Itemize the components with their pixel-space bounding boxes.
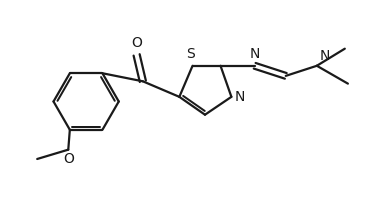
Text: N: N <box>319 49 330 63</box>
Text: O: O <box>131 36 142 50</box>
Text: N: N <box>235 90 245 104</box>
Text: O: O <box>64 152 74 166</box>
Text: N: N <box>249 47 260 61</box>
Text: S: S <box>187 47 195 61</box>
